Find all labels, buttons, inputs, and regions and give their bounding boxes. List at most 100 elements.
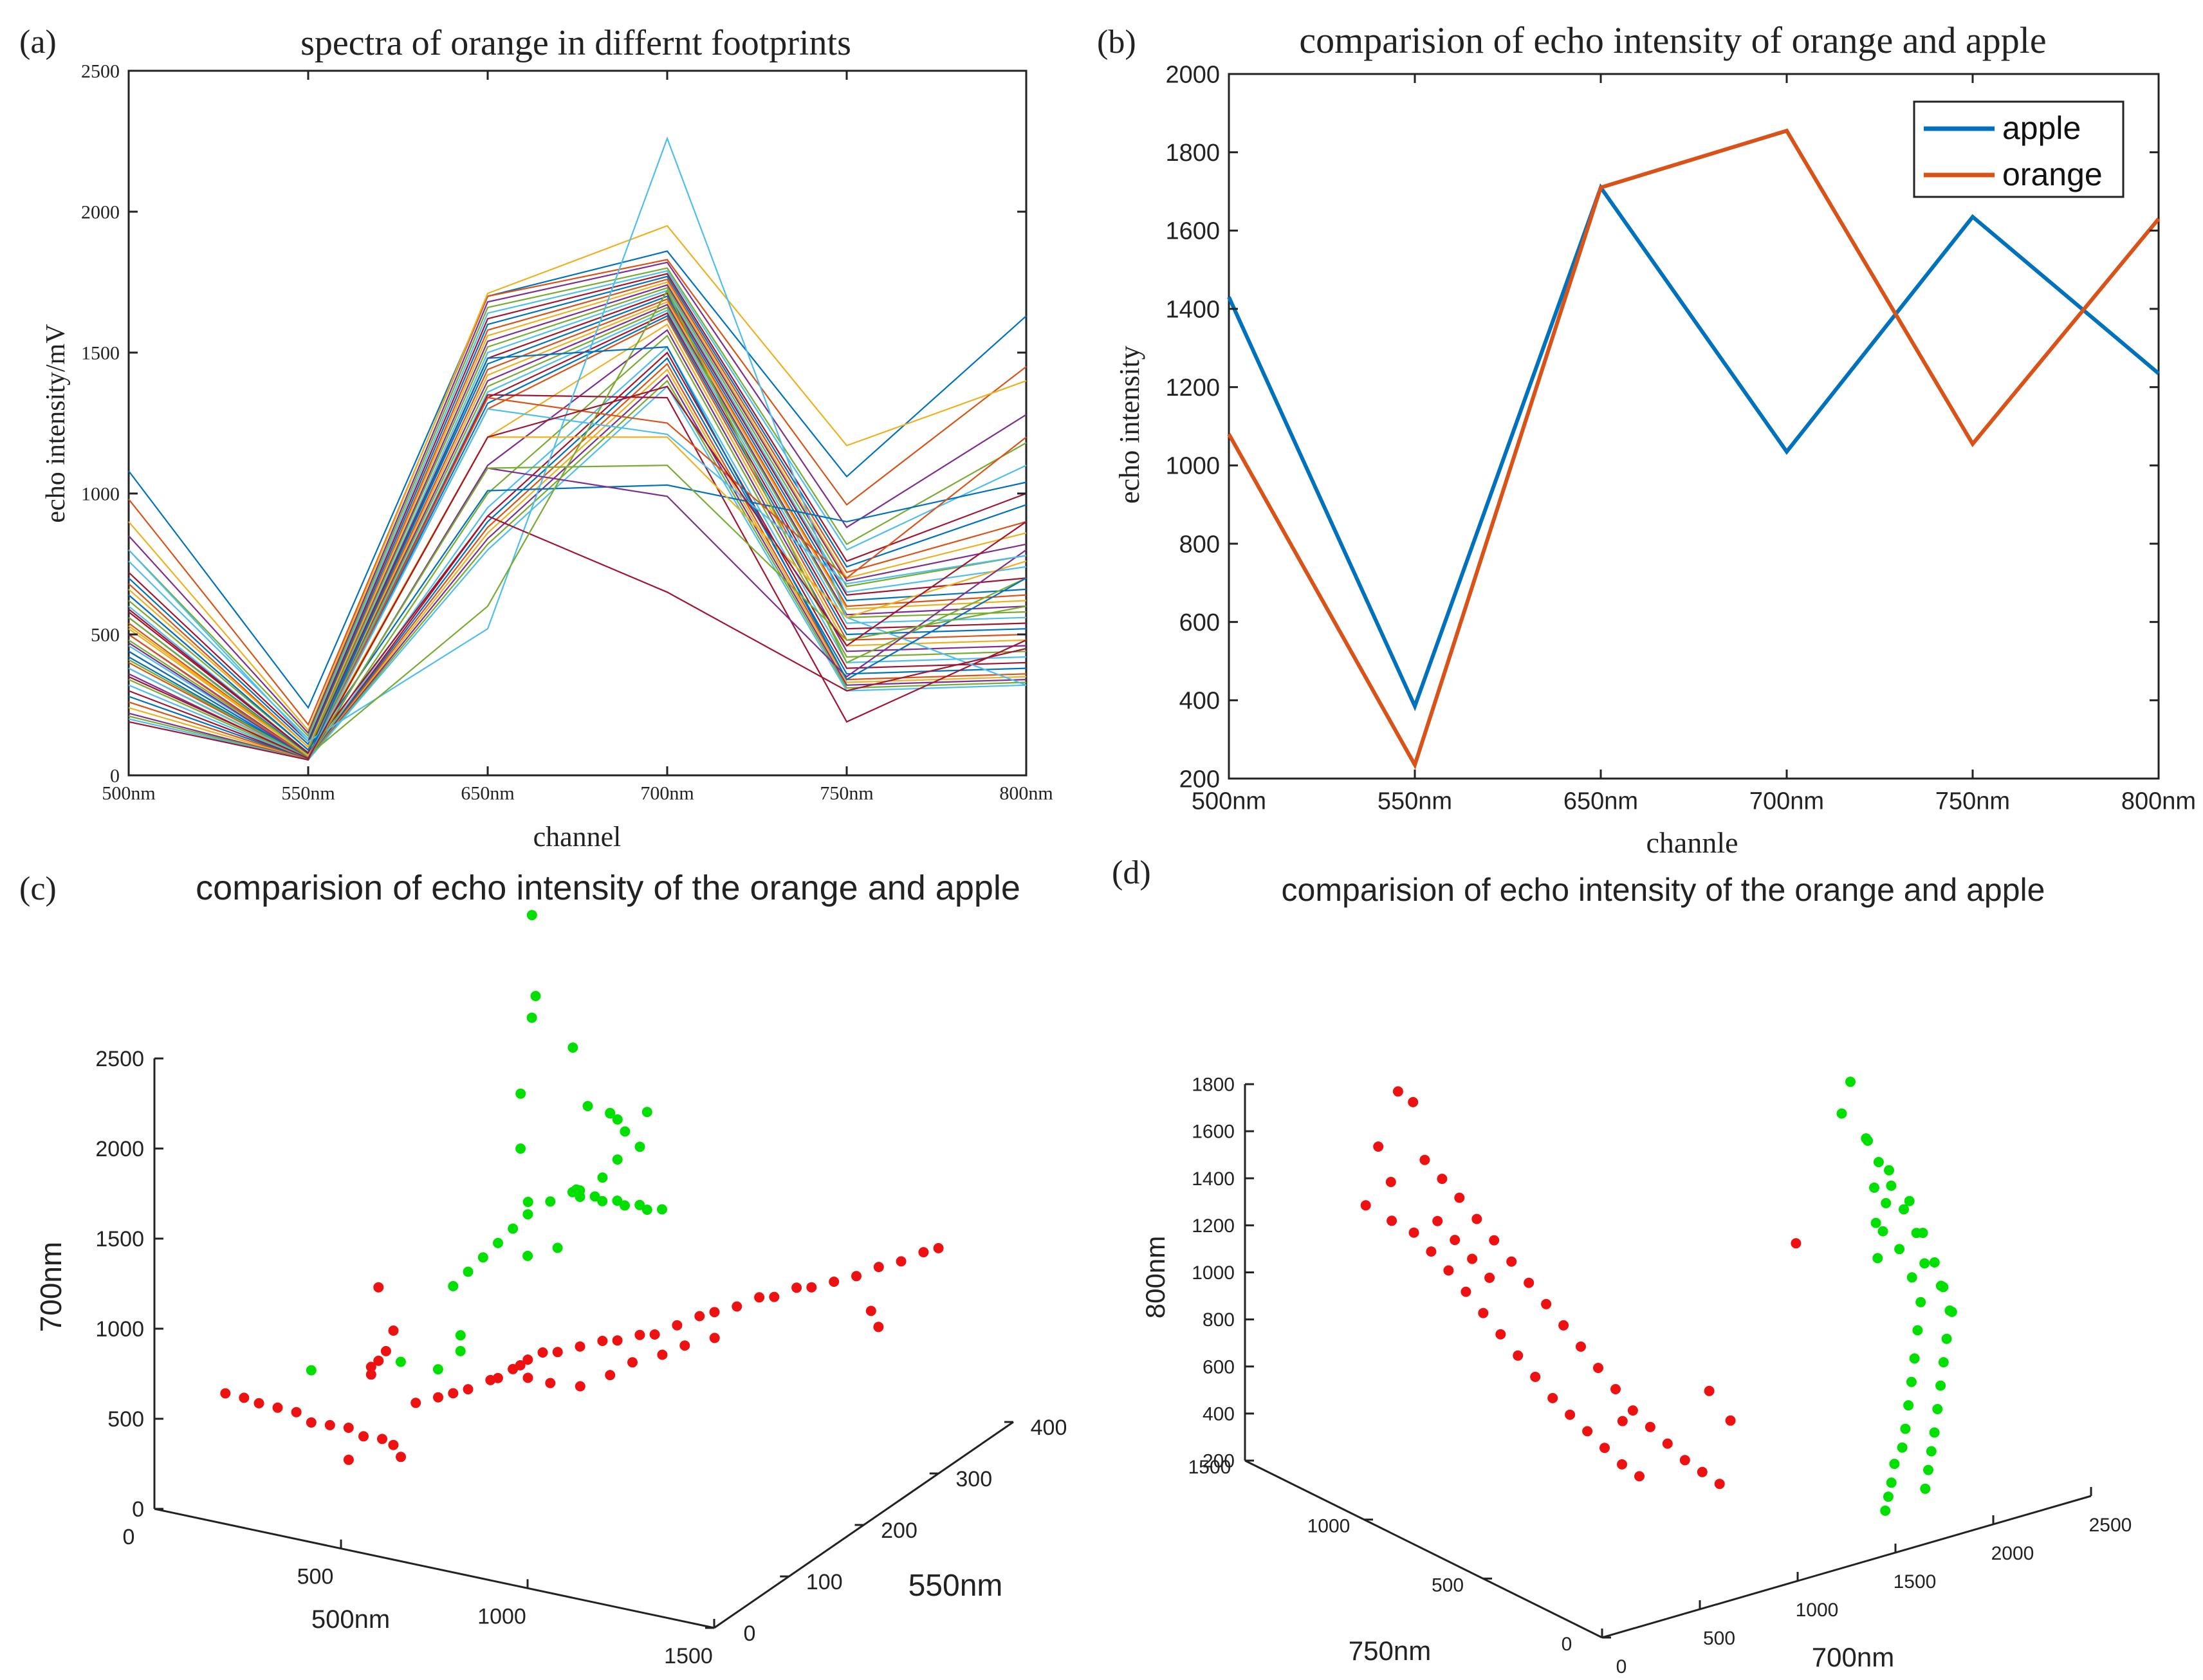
chart-d-point-orange <box>1912 1325 1923 1336</box>
chart-d-point-orange <box>1904 1195 1915 1206</box>
chart-d-xtick-label: 1500 <box>1894 1571 1937 1592</box>
chart-d-point-orange <box>1883 1491 1894 1502</box>
chart-c-point-apple <box>709 1307 720 1318</box>
chart-d-point-orange <box>1941 1333 1952 1344</box>
chart-c-point-apple <box>239 1392 250 1403</box>
chart-b-xtick-label: 800nm <box>2121 788 2196 815</box>
chart-a-series <box>128 136 1027 761</box>
chart-a-xtick-label: 550nm <box>281 783 335 804</box>
chart-b-legend: apple orange <box>1913 100 2125 198</box>
chart-c-ytick-label: 200 <box>881 1518 917 1543</box>
chart-b-xtick-label: 750nm <box>1935 788 2010 815</box>
chart-c-point-apple <box>537 1347 548 1358</box>
chart-c-point-apple <box>220 1388 231 1399</box>
chart-c-point-orange <box>306 1365 317 1376</box>
chart-d-point-apple <box>1437 1174 1448 1185</box>
chart-d-point-apple <box>1471 1214 1482 1224</box>
chart-c-point-orange <box>605 1107 616 1118</box>
chart-d-point-orange <box>1884 1165 1894 1176</box>
chart-c-ztick-label: 2500 <box>95 1047 144 1071</box>
chart-b-ytick-label: 400 <box>1179 688 1220 715</box>
chart-d-point-apple <box>1593 1363 1603 1373</box>
chart-d-ztick-label: 1000 <box>1192 1262 1235 1284</box>
chart-c-point-apple <box>754 1292 765 1303</box>
chart-d-point-orange <box>1886 1477 1897 1488</box>
chart-d-point-apple <box>1725 1415 1736 1426</box>
chart-d-point-apple <box>1419 1154 1430 1165</box>
chart-c-point-apple <box>552 1347 563 1358</box>
chart-b-yticks: 200 400 600 800 1000 1200 1400 1600 1800 2000 <box>1165 61 2159 793</box>
chart-d-point-apple <box>1506 1256 1517 1267</box>
chart-c-point-orange <box>620 1126 631 1137</box>
chart-d-title: comparision of echo intensity of the ora… <box>1282 872 2045 908</box>
chart-d-point-apple <box>1704 1385 1715 1396</box>
chart-c-point-orange <box>463 1266 474 1277</box>
chart-c-point-orange <box>620 1200 630 1211</box>
chart-c-point-orange <box>395 1356 406 1367</box>
chart-d-point-orange <box>1894 1244 1905 1255</box>
chart-c-point-orange <box>552 1242 563 1253</box>
chart-d-xtick-label: 2500 <box>2089 1515 2132 1536</box>
chart-d-point-apple <box>1679 1455 1690 1466</box>
chart-a-xtick-label: 700nm <box>640 783 694 804</box>
chart-d-point-apple <box>1489 1235 1500 1246</box>
chart-a-series-line-6 <box>128 273 1027 743</box>
chart-d-point-apple <box>1385 1177 1396 1187</box>
chart-c-point-apple <box>291 1407 302 1417</box>
chart-c-point-orange <box>526 910 537 921</box>
chart-c-point-apple <box>694 1311 705 1322</box>
chart-c-point-apple <box>272 1402 283 1413</box>
chart-c-point-apple <box>657 1349 668 1360</box>
chart-d-point-apple <box>1791 1238 1802 1249</box>
chart-d-ytick-label: 1500 <box>1188 1457 1231 1478</box>
chart-d-point-apple <box>1558 1320 1569 1331</box>
chart-b-ytick-label: 1200 <box>1165 374 1220 402</box>
chart-a-series-line-45 <box>128 385 1027 760</box>
chart-a-series-line-44 <box>128 408 1027 760</box>
chart-d-point-orange <box>1845 1076 1856 1087</box>
chart-d-point-apple <box>1645 1421 1655 1432</box>
chart-d-ytick-label: 1000 <box>1307 1516 1350 1537</box>
chart-c-point-orange <box>612 1114 623 1125</box>
chart-d-zticks: 200 400 600 800 1000 1200 1400 1600 1800 <box>1192 1075 1254 1472</box>
chart-c-point-orange <box>641 1205 652 1215</box>
chart-a-xticks: 500nm 550nm 650nm 700nm 750nm 800nm <box>102 71 1053 804</box>
panel-label-c: (c) <box>19 871 57 907</box>
chart-d-point-orange <box>1870 1217 1881 1228</box>
chart-a-series-line-19 <box>128 309 1027 760</box>
chart-a-series-line-29 <box>128 362 1027 761</box>
chart-c-xticks: 0 500 1000 1500 <box>123 1500 715 1668</box>
legend-orange-label: orange <box>2002 156 2103 192</box>
chart-d-point-apple <box>1495 1329 1506 1340</box>
chart-a-ytick-label: 2500 <box>81 61 120 82</box>
chart-c-point-apple <box>545 1378 556 1389</box>
chart-c-point-apple <box>306 1417 317 1428</box>
chart-d-points <box>1360 1076 1957 1516</box>
chart-a-ytick-label: 1000 <box>81 484 120 505</box>
chart-d-point-apple <box>1408 1227 1419 1238</box>
chart-b-ytick-label: 2000 <box>1165 61 1220 88</box>
chart-c-point-orange <box>477 1252 488 1263</box>
chart-d-point-apple <box>1478 1307 1489 1318</box>
chart-a-ytick-label: 500 <box>91 625 120 646</box>
chart-c-point-apple <box>851 1271 862 1282</box>
chart-d-point-apple <box>1461 1286 1471 1297</box>
chart-d-point-apple <box>1541 1298 1552 1309</box>
chart-c-point-apple <box>410 1398 421 1408</box>
panel-c: (c) comparision of echo intensity of the… <box>19 869 1067 1668</box>
chart-c-point-apple <box>933 1242 944 1253</box>
chart-c-point-orange <box>508 1223 519 1234</box>
panel-d: (d) comparision of echo intensity of the… <box>1112 854 2132 1677</box>
chart-d-ytick-label: 500 <box>1432 1574 1464 1596</box>
chart-c-ytick-label: 100 <box>806 1570 843 1594</box>
chart-d-ztick-label: 1200 <box>1192 1215 1235 1237</box>
chart-d-point-apple <box>1373 1141 1384 1152</box>
chart-a-series-line-39 <box>128 436 1027 757</box>
chart-a-series-line-30 <box>128 368 1027 761</box>
chart-d-yticks: 0 500 1000 1500 <box>1188 1457 1611 1655</box>
chart-c-point-apple <box>806 1282 817 1293</box>
chart-d-point-apple <box>1530 1371 1541 1382</box>
chart-c-point-orange <box>597 1195 608 1206</box>
chart-a-series-line-25 <box>128 334 1027 761</box>
chart-d-point-apple <box>1454 1192 1465 1203</box>
